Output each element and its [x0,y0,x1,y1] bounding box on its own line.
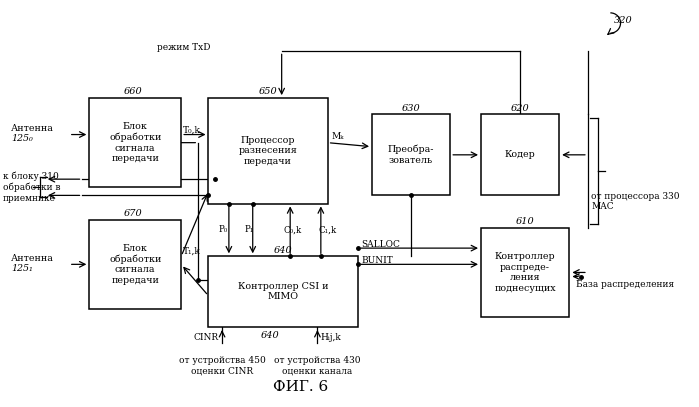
Text: C₁,k: C₁,k [319,225,337,234]
Text: Mₖ: Mₖ [331,132,343,141]
Text: 610: 610 [516,217,535,226]
Text: Блок
обработки
сигнала
передачи: Блок обработки сигнала передачи [109,122,161,163]
Text: T₁,k: T₁,k [183,247,201,256]
Text: Hᵢj,k: Hᵢj,k [321,333,342,342]
Text: Кодер: Кодер [505,150,535,159]
Text: 620: 620 [511,104,530,113]
Text: ФИГ. 6: ФИГ. 6 [273,380,328,394]
Text: База распределения: База распределения [576,280,675,289]
Bar [372,114,450,195]
Text: CINR: CINR [194,333,219,342]
Text: Блок
обработки
сигнала
передачи: Блок обработки сигнала передачи [109,244,161,285]
Bar [89,220,181,309]
Text: Контроллер CSI и
MIMO: Контроллер CSI и MIMO [238,282,329,302]
Text: Преобра-
зователь: Преобра- зователь [388,145,434,165]
Text: 320: 320 [614,16,633,26]
Text: 670: 670 [124,209,143,218]
Bar [481,114,559,195]
Text: от устройства 450
оценки CINR: от устройства 450 оценки CINR [179,356,266,375]
Text: P₁: P₁ [245,225,254,234]
Bar [481,228,570,317]
Text: P₀: P₀ [219,225,228,234]
Text: 660: 660 [124,88,143,96]
Text: 125₁: 125₁ [11,264,33,273]
Text: от устройства 430
оценки канала: от устройства 430 оценки канала [274,356,361,375]
Bar [89,98,181,187]
Text: от процессора 330
MAC: от процессора 330 MAC [591,192,679,211]
Text: Контроллер
распреде-
ления
поднесущих: Контроллер распреде- ления поднесущих [494,252,556,293]
Text: режим TxD: режим TxD [157,43,211,52]
Bar [208,98,328,204]
Text: Антенна: Антенна [11,254,54,263]
Text: 650: 650 [259,88,277,96]
Text: 640: 640 [274,246,293,255]
Text: к блоку 310
обработки в
приемнике: к блоку 310 обработки в приемнике [3,172,60,203]
Text: 640: 640 [261,331,279,340]
Text: T₀,k: T₀,k [183,125,201,134]
Text: SALLOC: SALLOC [361,240,401,249]
Text: Процессор
разнесения
передачи: Процессор разнесения передачи [238,136,298,166]
Text: C₀,k: C₀,k [283,225,301,234]
Text: Антенна: Антенна [11,124,54,133]
Text: 125₀: 125₀ [11,134,33,143]
Bar [208,256,359,327]
Text: BUNIT: BUNIT [361,256,394,265]
Text: 630: 630 [402,104,421,113]
